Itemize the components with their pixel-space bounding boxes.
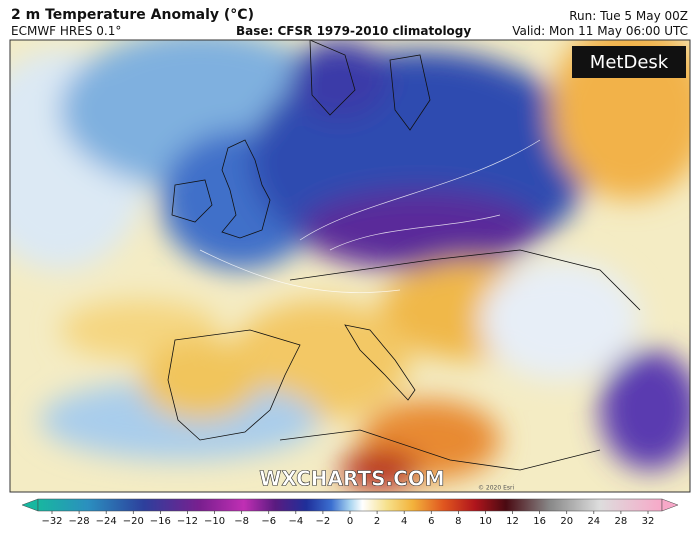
colorbar-label: 12: [506, 516, 519, 527]
colorbar-label: 28: [615, 516, 628, 527]
colorbar-label: 32: [642, 516, 655, 527]
credit: © 2020 Esri: [478, 485, 514, 492]
colorbar-label: −10: [204, 516, 225, 527]
colorbar-label: −6: [261, 516, 276, 527]
base: Base: CFSR 1979-2010 climatology: [236, 24, 472, 38]
colorbar-label: −16: [150, 516, 171, 527]
run: Run: Tue 5 May 00Z: [569, 9, 688, 23]
valid: Valid: Mon 11 May 06:00 UTC: [512, 24, 688, 38]
colorbar-label: −20: [123, 516, 144, 527]
colorbar-label: 24: [587, 516, 600, 527]
colorbar-label: 6: [428, 516, 434, 527]
colorbar-label: 2: [374, 516, 380, 527]
model: ECMWF HRES 0.1°: [11, 24, 122, 38]
colorbar-label: −24: [96, 516, 117, 527]
colorbar-label: −2: [316, 516, 331, 527]
temperature-field: [10, 40, 690, 492]
colorbar-label: 0: [347, 516, 353, 527]
logo-box: [572, 46, 686, 78]
colorbar-label: 4: [401, 516, 407, 527]
colorbar-label: −8: [234, 516, 249, 527]
colorbar-label: 10: [479, 516, 492, 527]
colorbar-label: −28: [69, 516, 90, 527]
logo: MetDesk: [590, 52, 669, 73]
colorbar-label: 8: [455, 516, 461, 527]
title: 2 m Temperature Anomaly (°C): [11, 7, 254, 23]
colorbar-label: 16: [533, 516, 546, 527]
colorbar-label: −12: [177, 516, 198, 527]
colorbar-label: 20: [560, 516, 573, 527]
colorbar-label: −4: [288, 516, 303, 527]
watermark: WXCHARTS.COM: [259, 467, 444, 491]
colorbar-label: −32: [41, 516, 62, 527]
colorbar: −32 −28 −24 −20 −16 −12 −10 −8 −6 −4 −2 0 2 4 6 8 10 12 16…: [21, 498, 679, 527]
